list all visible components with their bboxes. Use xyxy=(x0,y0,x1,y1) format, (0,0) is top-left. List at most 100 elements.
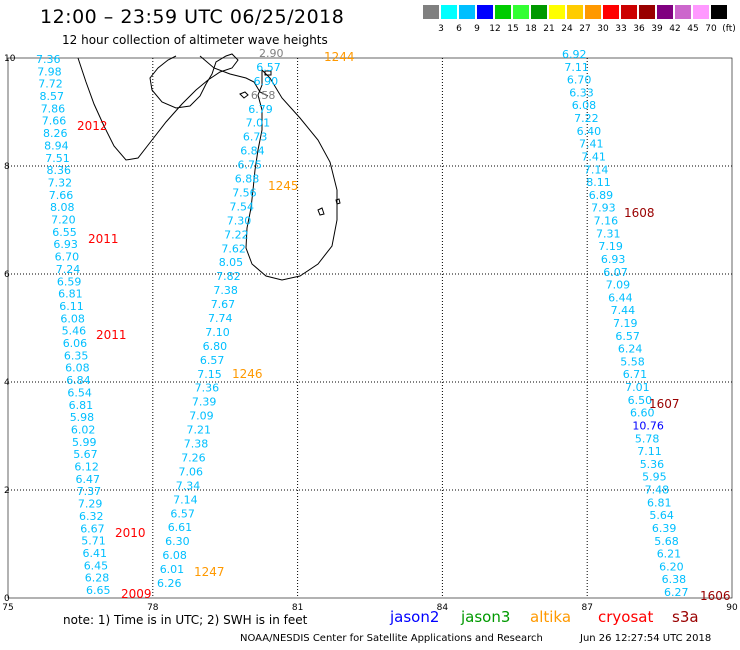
scale-swatch xyxy=(459,5,475,19)
wave-height-value: 6.88 xyxy=(235,173,259,186)
scale-label: 30 xyxy=(597,24,609,34)
altimeter-tracks: 7.367.987.728.577.867.668.268.947.518.36… xyxy=(36,47,689,599)
scale-swatch xyxy=(621,5,637,19)
wave-height-value: 6.81 xyxy=(69,399,94,412)
axis-labels: 75 78 81 84 87 90 0 2 4 6 8 10 xyxy=(2,54,738,613)
wave-height-value: 8.05 xyxy=(219,256,244,269)
wave-height-value: 7.01 xyxy=(625,381,650,394)
wave-height-value: 8.08 xyxy=(50,201,75,214)
wave-height-value: 6.30 xyxy=(165,535,190,548)
wave-height-value: 10.76 xyxy=(632,420,664,433)
wave-height-value: 7.74 xyxy=(208,312,233,325)
wave-height-value: 7.41 xyxy=(581,151,606,164)
wave-height-value: 8.57 xyxy=(40,90,65,103)
scale-swatch xyxy=(675,5,691,19)
wave-height-value: 7.36 xyxy=(195,382,220,395)
wave-height-value: 6.50 xyxy=(628,394,653,407)
scale-label: 12 xyxy=(489,24,501,34)
wave-height-value: 6.38 xyxy=(662,573,687,586)
scale-label: 9 xyxy=(474,24,480,34)
scale-swatch xyxy=(693,5,709,19)
scale-swatch xyxy=(495,5,511,19)
wave-height-value: 6.08 xyxy=(60,312,85,325)
wave-height-value: 5.98 xyxy=(70,411,95,424)
scale-swatch xyxy=(513,5,529,19)
scale-label: 3 xyxy=(438,24,444,34)
wave-height-value: 6.81 xyxy=(58,288,83,301)
longitude-label: 75 xyxy=(2,603,13,613)
wave-height-value: 6.84 xyxy=(66,374,91,387)
scale-swatch xyxy=(711,5,727,19)
wave-height-value: 6.73 xyxy=(243,131,268,144)
pass-time-label: 1607 xyxy=(649,397,680,411)
wave-height-value: 6.70 xyxy=(55,251,80,264)
scale-label: 36 xyxy=(633,24,645,34)
wave-height-value: 6.58 xyxy=(251,89,276,102)
wave-height-value: 7.56 xyxy=(232,187,257,200)
wave-height-value: 7.72 xyxy=(38,78,63,91)
wave-height-value: 7.24 xyxy=(56,263,81,276)
coastline xyxy=(77,53,341,281)
wave-height-value: 7.16 xyxy=(594,215,619,228)
wave-height-value: 7.54 xyxy=(230,200,255,213)
wave-height-value: 7.98 xyxy=(37,65,62,78)
wave-height-value: 2.90 xyxy=(259,47,284,60)
wave-height-value: 7.01 xyxy=(246,117,271,130)
scale-label: 42 xyxy=(669,24,681,34)
wave-height-value: 7.22 xyxy=(224,228,249,241)
wave-height-value: 5.78 xyxy=(635,432,660,445)
scale-label: 6 xyxy=(456,24,462,34)
scale-swatch xyxy=(639,5,655,19)
islet xyxy=(335,198,341,205)
wave-height-value: 6.24 xyxy=(618,343,643,356)
scale-label: 39 xyxy=(651,24,663,34)
longitude-label: 78 xyxy=(147,603,159,613)
wave-height-value: 7.62 xyxy=(221,242,246,255)
wave-height-value: 7.15 xyxy=(197,368,222,381)
pass-time-label: 1246 xyxy=(232,367,263,381)
wave-height-value: 5.58 xyxy=(620,355,645,368)
chart-title: 12:00 – 23:59 UTC 06/25/2018 xyxy=(40,6,345,28)
wave-height-value: 6.01 xyxy=(160,563,185,576)
wave-height-value: 7.30 xyxy=(227,214,252,227)
wave-height-value: 6.67 xyxy=(80,522,105,535)
scale-label: 18 xyxy=(525,24,537,34)
wave-height-value: 8.11 xyxy=(586,176,611,189)
wave-height-value: 7.51 xyxy=(45,152,70,165)
credit-footer: NOAA/NESDIS Center for Satellite Applica… xyxy=(240,633,543,644)
map-frame xyxy=(7,57,733,599)
wave-height-value: 7.38 xyxy=(184,438,209,451)
wave-height-value: 6.21 xyxy=(657,548,682,561)
scale-label: 15 xyxy=(507,24,519,34)
wave-height-value: 6.41 xyxy=(83,547,108,560)
islet xyxy=(239,91,249,99)
wave-height-value: 6.59 xyxy=(57,275,82,288)
map-grid xyxy=(7,57,733,599)
latitude-label: 8 xyxy=(4,162,10,172)
wave-height-value: 7.67 xyxy=(211,298,236,311)
pass-time-label: 1247 xyxy=(194,565,225,579)
satellite-legend-item: s3a xyxy=(672,608,699,626)
wave-height-value: 7.48 xyxy=(645,484,670,497)
wave-height-value: 6.47 xyxy=(76,473,101,486)
wave-height-value: 5.99 xyxy=(72,436,97,449)
wave-height-value: 5.46 xyxy=(62,325,87,338)
wave-height-value: 7.38 xyxy=(213,284,238,297)
units-note: note: 1) Time is in UTC; 2) SWH is in fe… xyxy=(63,613,308,627)
wave-height-value: 7.09 xyxy=(189,410,214,423)
generated-timestamp: Jun 26 12:27:54 UTC 2018 xyxy=(580,633,712,644)
wave-height-value: 7.36 xyxy=(36,53,61,66)
wave-height-value: 6.71 xyxy=(623,368,648,381)
scale-label: 27 xyxy=(579,24,591,34)
wave-height-value: 7.26 xyxy=(181,452,206,465)
wave-height-value: 7.41 xyxy=(579,138,604,151)
wave-height-value: 6.92 xyxy=(562,48,587,61)
wave-height-value: 6.93 xyxy=(601,253,626,266)
pass-time-label: 1245 xyxy=(268,179,299,193)
wave-height-value: 8.26 xyxy=(43,127,68,140)
pass-time-label: 2011 xyxy=(96,328,127,342)
wave-height-value: 7.66 xyxy=(49,189,74,202)
wave-height-value: 5.68 xyxy=(654,535,679,548)
wave-height-value: 6.33 xyxy=(569,86,594,99)
wave-height-value: 6.57 xyxy=(170,507,195,520)
